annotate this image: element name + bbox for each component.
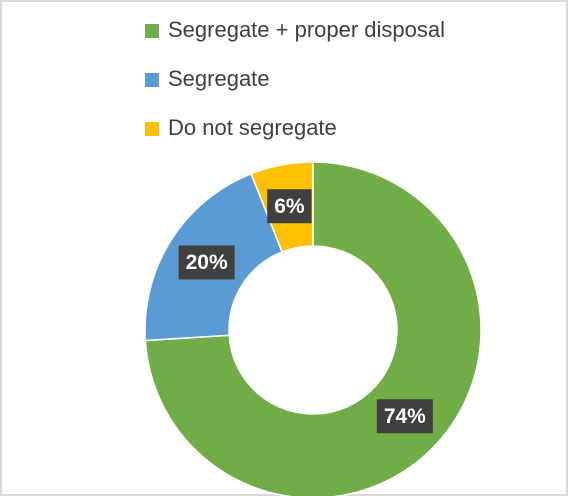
data-label-box [178,245,235,280]
legend-label: Segregate + proper disposal [168,17,445,42]
data-label-text: 74% [384,405,426,428]
legend-swatch [145,24,159,38]
legend-label: Segregate [168,66,270,91]
data-label-text: 6% [274,195,305,218]
legend-swatch [145,73,159,87]
legend-label: Do not segregate [168,115,337,140]
legend-swatch [145,122,159,136]
data-label-text: 20% [186,251,228,274]
data-label-box [376,399,433,434]
data-label-box [267,189,312,224]
